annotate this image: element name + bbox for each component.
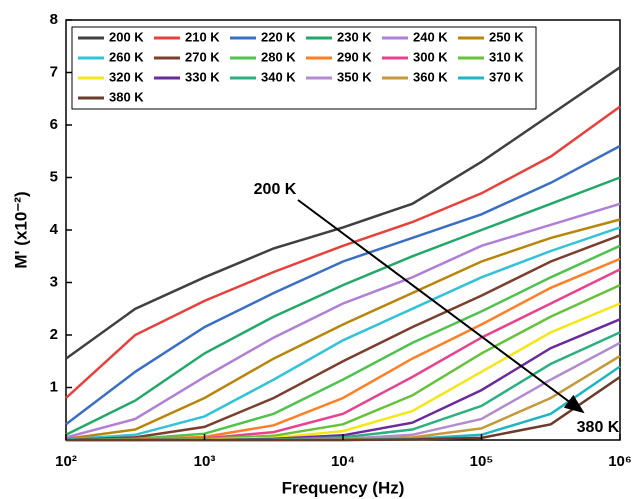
legend-label: 240 K bbox=[413, 29, 448, 44]
series-line bbox=[65, 234, 621, 442]
x-axis-title: Frequency (Hz) bbox=[282, 478, 405, 497]
x-tick-label: 10⁵ bbox=[470, 453, 494, 470]
legend-label: 220 K bbox=[261, 29, 296, 44]
x-tick-label: 10³ bbox=[194, 453, 216, 470]
legend-label: 300 K bbox=[413, 49, 448, 64]
series-line bbox=[65, 244, 621, 442]
x-tick-label: 10² bbox=[55, 453, 77, 470]
series-line bbox=[65, 105, 621, 399]
legend-label: 250 K bbox=[489, 29, 524, 44]
y-axis-title: M' (x10⁻²) bbox=[11, 191, 30, 268]
legend-label: 290 K bbox=[337, 49, 372, 64]
y-tick-label: 6 bbox=[50, 116, 58, 133]
series-line bbox=[65, 218, 621, 441]
annotation: 200 K bbox=[254, 181, 297, 198]
legend-label: 210 K bbox=[185, 29, 220, 44]
y-tick-label: 8 bbox=[50, 11, 58, 28]
series-line bbox=[65, 202, 621, 439]
legend-label: 380 K bbox=[109, 89, 144, 104]
legend-label: 230 K bbox=[337, 29, 372, 44]
legend-label: 370 K bbox=[489, 69, 524, 84]
legend-label: 330 K bbox=[185, 69, 220, 84]
legend-label: 360 K bbox=[413, 69, 448, 84]
legend-label: 350 K bbox=[337, 69, 372, 84]
arrow bbox=[297, 199, 585, 414]
y-tick-label: 2 bbox=[50, 326, 58, 343]
legend-label: 320 K bbox=[109, 69, 144, 84]
series-line bbox=[65, 144, 621, 426]
x-tick-label: 10⁴ bbox=[331, 453, 355, 470]
y-tick-label: 5 bbox=[50, 168, 58, 185]
y-tick-label: 1 bbox=[50, 378, 58, 395]
lines bbox=[65, 66, 621, 442]
legend-label: 280 K bbox=[261, 49, 296, 64]
annotation: 380 K bbox=[577, 419, 620, 436]
legend-label: 200 K bbox=[109, 29, 144, 44]
legend-label: 270 K bbox=[185, 49, 220, 64]
legend-label: 310 K bbox=[489, 49, 524, 64]
legend-box bbox=[71, 26, 537, 110]
x-tick-label: 10⁶ bbox=[608, 453, 632, 470]
y-tick-label: 7 bbox=[50, 63, 58, 80]
y-tick-label: 4 bbox=[50, 221, 59, 238]
legend-label: 340 K bbox=[261, 69, 296, 84]
series-line bbox=[65, 226, 621, 441]
y-tick-label: 3 bbox=[50, 273, 58, 290]
series-line bbox=[65, 176, 621, 436]
series-line bbox=[65, 66, 621, 360]
legend-label: 260 K bbox=[109, 49, 144, 64]
